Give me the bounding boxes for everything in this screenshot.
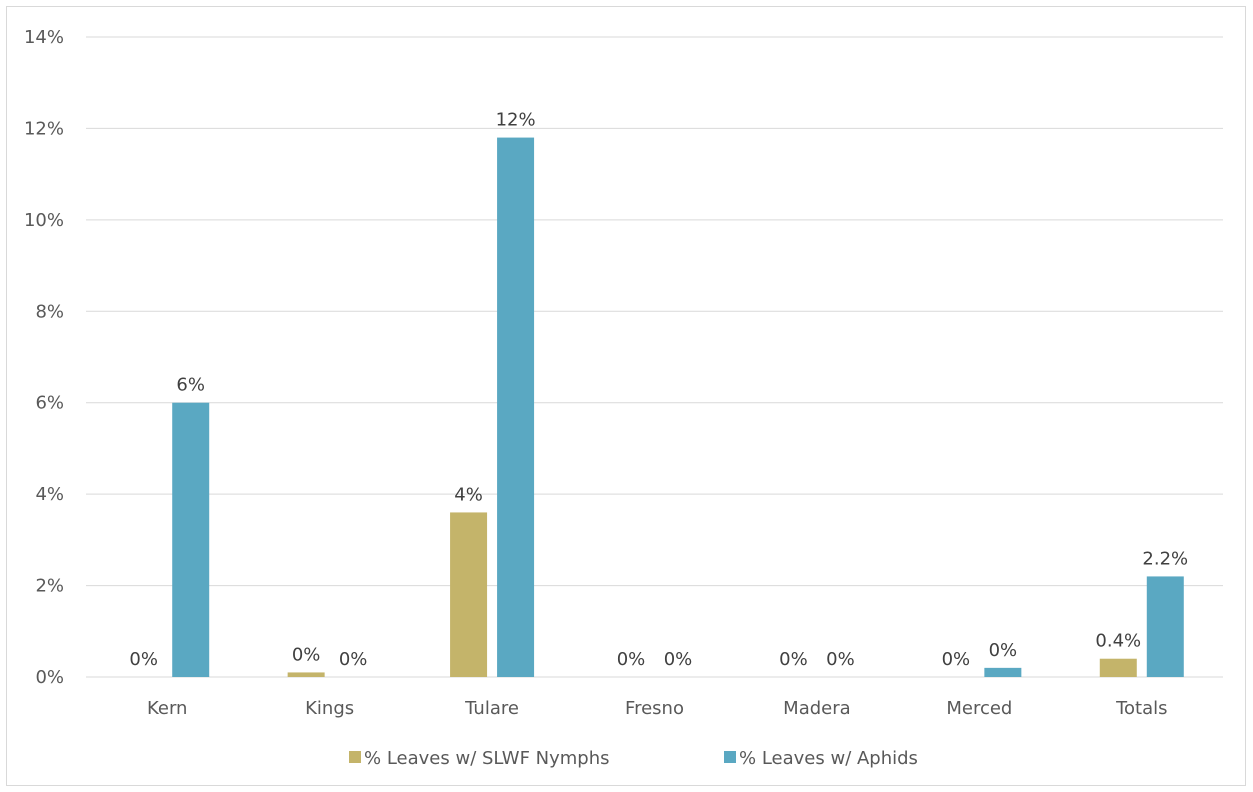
y-tick-label: 6% <box>35 393 64 414</box>
bar-aphids <box>172 402 210 677</box>
y-axis: 0% 2% 4% 6% 8% 10% 12% 14% <box>24 27 64 688</box>
data-label: 2.2% <box>1142 548 1188 569</box>
x-tick-label: Kings <box>305 698 354 719</box>
data-label: 0% <box>292 644 321 665</box>
x-tick-label: Totals <box>1115 698 1167 719</box>
data-label: 0% <box>989 640 1018 661</box>
y-tick-label: 10% <box>24 210 64 231</box>
data-label: 0% <box>779 649 808 670</box>
y-tick-label: 0% <box>35 667 64 688</box>
legend-swatch <box>349 751 361 763</box>
y-tick-label: 2% <box>35 576 64 597</box>
bar-slwf-nymphs <box>287 672 325 677</box>
bar-slwf-nymphs <box>450 512 488 677</box>
data-label: 6% <box>176 375 205 396</box>
gridlines <box>86 36 1223 678</box>
data-label: 0% <box>129 649 158 670</box>
x-axis: Kern Kings Tulare Fresno Madera Merced Totals <box>147 698 1168 719</box>
bar-aphids <box>497 137 535 678</box>
bars <box>172 137 1184 678</box>
y-tick-label: 4% <box>35 484 64 505</box>
data-label: 0% <box>942 649 971 670</box>
data-labels: 0% 6% 0% 0% 4% 12% 0% 0% 0% 0% 0% 0% 0.4% 2.2% <box>129 110 1188 670</box>
data-label: 0% <box>617 649 646 670</box>
bar-slwf-nymphs <box>1099 658 1137 677</box>
data-label: 0% <box>664 649 693 670</box>
data-label: 4% <box>454 484 483 505</box>
data-label: 0% <box>826 649 855 670</box>
data-label: 12% <box>496 110 536 131</box>
legend-swatch <box>724 751 736 763</box>
data-label: 0% <box>339 649 368 670</box>
x-tick-label: Kern <box>147 698 187 719</box>
data-label: 0.4% <box>1095 631 1141 652</box>
bar-aphids <box>1146 576 1184 677</box>
y-tick-label: 8% <box>35 301 64 322</box>
legend: % Leaves w/ SLWF Nymphs % Leaves w/ Aphid… <box>349 748 918 769</box>
legend-label: % Leaves w/ Aphids <box>739 748 918 769</box>
x-tick-label: Tulare <box>464 698 519 719</box>
y-tick-label: 14% <box>24 27 64 48</box>
x-tick-label: Madera <box>783 698 851 719</box>
legend-label: % Leaves w/ SLWF Nymphs <box>364 748 610 769</box>
y-tick-label: 12% <box>24 118 64 139</box>
x-tick-label: Merced <box>946 698 1012 719</box>
bar-aphids <box>984 667 1022 677</box>
x-tick-label: Fresno <box>625 698 684 719</box>
chart-frame <box>6 6 1246 786</box>
